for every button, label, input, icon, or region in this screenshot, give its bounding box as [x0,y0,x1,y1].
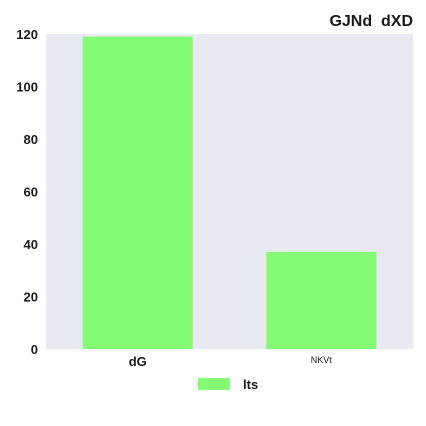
y-axis-ticks: 0 20 40 60 80 100 120 [16,27,38,357]
x-axis-ticks: dG NKVt [129,354,333,369]
legend: lts [198,377,258,392]
y-tick-label: 40 [24,237,38,252]
y-tick-label: 80 [24,132,38,147]
y-tick-label: 0 [31,342,38,357]
y-tick-label: 20 [24,290,38,305]
y-tick-label: 60 [24,185,38,200]
bar-dg [82,36,193,349]
y-tick-label: 100 [16,80,38,95]
chart-title: GJNd dXD [329,13,413,30]
x-tick-label: NKVt [311,355,333,365]
bar-nkvt [266,251,377,349]
x-tick-label: dG [129,354,147,369]
legend-swatch [198,378,230,390]
y-tick-label: 120 [16,27,38,42]
legend-label: lts [243,377,258,392]
bar-series [82,36,377,349]
